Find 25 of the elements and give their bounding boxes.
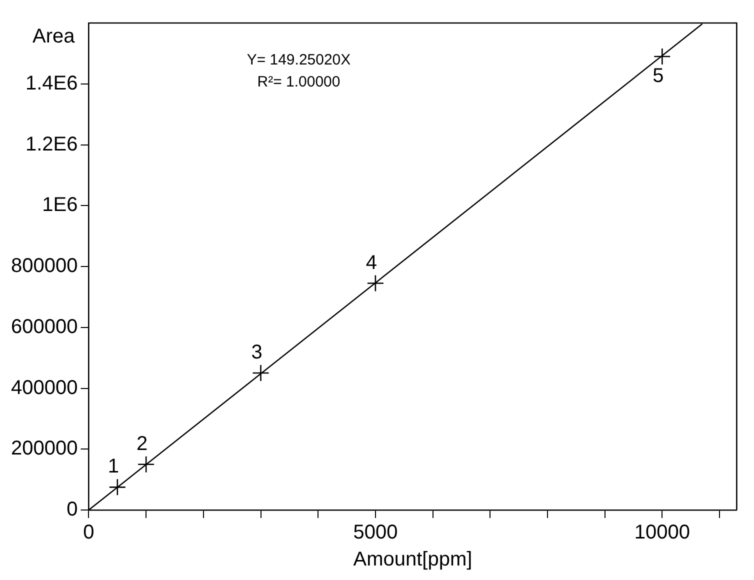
y-tick-label: 1E6 [42,194,78,216]
x-tick-label: 0 [83,522,94,544]
y-tick-label: 1.2E6 [25,133,78,156]
annotation: 4 [366,252,378,274]
y-tick-label: 1.4E6 [25,72,78,94]
point [252,364,270,382]
y-tick-label: 0 [66,498,78,521]
y-tick-label: 800000 [10,255,78,278]
y-tick-label: 200000 [10,438,78,460]
y-tick-label: 600000 [10,316,78,338]
annotation: 3 [251,342,262,364]
annotation: 2 [136,432,148,455]
y-axis-title: Area [32,26,76,48]
annotation: 5 [652,64,664,87]
point [108,478,126,496]
point [137,456,155,473]
x-tick-label: 5000 [353,522,398,544]
point [654,48,671,66]
x-axis-title: Amount[ppm] [353,548,472,571]
point [366,274,384,292]
x-tick-label: 10000 [634,522,690,544]
y-tick-label: 400000 [10,376,78,399]
annotation: Y= 149.25020X [246,52,351,69]
annotation: 1 [108,456,119,478]
annotation: R²= 1.00000 [257,74,340,91]
